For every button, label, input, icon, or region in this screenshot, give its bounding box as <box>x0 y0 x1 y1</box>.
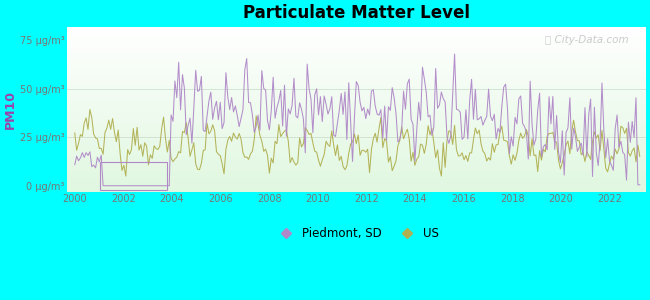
Bar <box>100 162 167 190</box>
Text: Ⓢ City-Data.com: Ⓢ City-Data.com <box>545 35 629 45</box>
Legend: Piedmont, SD, US: Piedmont, SD, US <box>270 223 443 245</box>
Y-axis label: PM10: PM10 <box>4 89 17 128</box>
Title: Particulate Matter Level: Particulate Matter Level <box>243 4 470 22</box>
